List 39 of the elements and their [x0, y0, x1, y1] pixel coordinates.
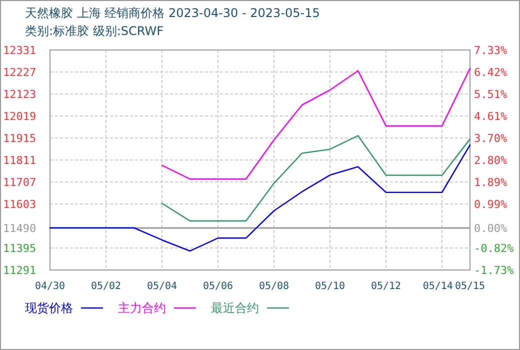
- y2-tick-label: -0.82%: [474, 242, 514, 255]
- y2-tick-label: 7.33%: [474, 44, 508, 57]
- y-tick-label: 11490: [3, 222, 36, 235]
- y2-tick-label: 0.99%: [474, 198, 508, 211]
- x-tick-label: 05/10: [314, 281, 346, 292]
- y-tick-label: 11603: [3, 198, 36, 211]
- y2-tick-label: 1.89%: [474, 176, 508, 190]
- x-tick-label: 05/14: [422, 281, 453, 292]
- line-series: [49, 144, 471, 252]
- y-tick-label: 11707: [3, 176, 36, 189]
- x-tick-label: 04/30: [34, 281, 66, 292]
- y2-tick-label: 5.51%: [474, 88, 508, 102]
- y2-tick-label: 3.70%: [474, 132, 508, 146]
- chart-subtitle: 类别:标准胶 级别:SCRWF: [25, 24, 164, 38]
- x-tick-label: 05/12: [370, 281, 402, 292]
- x-tick-label: 05/04: [146, 281, 178, 292]
- y2-tick-label: 0.00%: [474, 222, 508, 235]
- y-tick-label: 11291: [3, 264, 36, 277]
- legend-label: 最近合约: [211, 301, 259, 315]
- line-series: [161, 135, 471, 222]
- y-tick-label: 12331: [3, 44, 36, 57]
- x-tick-label: 05/06: [202, 281, 234, 292]
- y-tick-label: 12019: [3, 110, 36, 123]
- y2-tick-label: 4.61%: [474, 110, 508, 124]
- y-tick-label: 12123: [3, 88, 36, 101]
- x-tick-label: 05/02: [90, 281, 122, 292]
- y-tick-label: 12227: [3, 66, 36, 79]
- y2-tick-label: -1.73%: [474, 264, 514, 277]
- y2-tick-label: 2.80%: [474, 154, 508, 167]
- y-tick-label: 11915: [3, 132, 36, 145]
- y2-tick-label: 6.42%: [474, 66, 508, 80]
- x-tick-label: 05/08: [258, 281, 290, 292]
- legend-label: 现货价格: [25, 301, 73, 315]
- x-tick-label: 05/15: [454, 281, 486, 292]
- y-tick-label: 11395: [3, 242, 36, 255]
- chart-title: 天然橡胶 上海 经销商价格 2023-04-30 - 2023-05-15: [25, 6, 320, 20]
- y-tick-label: 11811: [3, 154, 36, 167]
- line-series: [161, 68, 471, 180]
- legend-label: 主力合约: [118, 301, 166, 315]
